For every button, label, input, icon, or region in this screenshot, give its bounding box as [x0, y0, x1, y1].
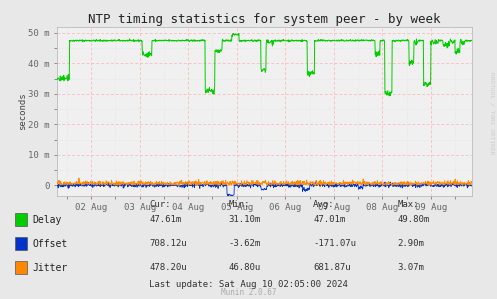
Text: 3.07m: 3.07m: [398, 263, 424, 272]
Text: 708.12u: 708.12u: [149, 239, 187, 248]
Text: Offset: Offset: [32, 239, 68, 249]
Text: 47.61m: 47.61m: [149, 215, 181, 224]
Text: Delay: Delay: [32, 215, 62, 225]
Text: 49.80m: 49.80m: [398, 215, 430, 224]
Text: 46.80u: 46.80u: [229, 263, 261, 272]
Text: Munin 2.0.67: Munin 2.0.67: [221, 288, 276, 297]
Text: 478.20u: 478.20u: [149, 263, 187, 272]
Text: 31.10m: 31.10m: [229, 215, 261, 224]
Text: -171.07u: -171.07u: [313, 239, 356, 248]
Text: Cur:: Cur:: [149, 200, 170, 209]
Text: Jitter: Jitter: [32, 263, 68, 273]
Text: Last update: Sat Aug 10 02:05:00 2024: Last update: Sat Aug 10 02:05:00 2024: [149, 280, 348, 289]
Text: 2.90m: 2.90m: [398, 239, 424, 248]
Text: -3.62m: -3.62m: [229, 239, 261, 248]
Text: Max:: Max:: [398, 200, 419, 209]
Text: RRDTOOL / TOBI OETIKER: RRDTOOL / TOBI OETIKER: [489, 72, 494, 155]
Text: Min:: Min:: [229, 200, 250, 209]
Text: Avg:: Avg:: [313, 200, 334, 209]
Text: 47.01m: 47.01m: [313, 215, 345, 224]
Y-axis label: seconds: seconds: [17, 93, 27, 130]
Title: NTP timing statistics for system peer - by week: NTP timing statistics for system peer - …: [88, 13, 441, 26]
Text: 681.87u: 681.87u: [313, 263, 351, 272]
